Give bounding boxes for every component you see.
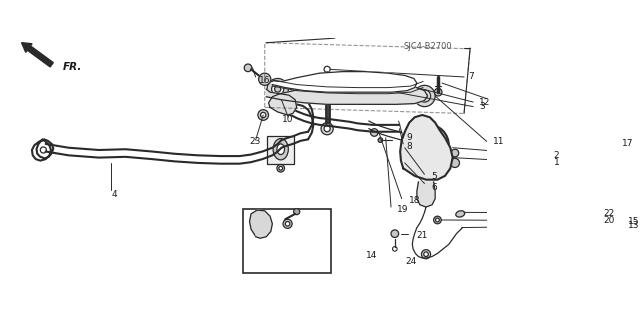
Text: 6: 6 [431, 183, 437, 192]
Text: 9: 9 [406, 133, 412, 142]
Circle shape [434, 216, 441, 224]
Circle shape [412, 130, 443, 161]
Circle shape [381, 75, 395, 89]
Circle shape [391, 230, 399, 237]
Text: SJC4-B2700: SJC4-B2700 [403, 42, 452, 51]
Text: 18: 18 [408, 196, 420, 205]
Text: 4: 4 [111, 190, 116, 199]
Text: 16: 16 [259, 76, 270, 85]
Text: 15: 15 [628, 217, 640, 226]
Circle shape [451, 158, 460, 167]
Circle shape [384, 88, 392, 96]
Circle shape [278, 99, 287, 108]
Circle shape [267, 78, 289, 100]
Text: 19: 19 [397, 205, 408, 214]
Circle shape [422, 250, 431, 259]
Circle shape [371, 129, 378, 136]
Text: 7: 7 [468, 72, 474, 81]
Polygon shape [400, 115, 452, 180]
Ellipse shape [456, 211, 465, 217]
Circle shape [260, 112, 266, 118]
Text: 20: 20 [604, 216, 614, 225]
Polygon shape [417, 182, 435, 207]
Circle shape [285, 221, 290, 226]
Text: 12: 12 [479, 98, 491, 107]
Circle shape [422, 93, 428, 99]
Text: 5: 5 [431, 172, 437, 181]
Text: 13: 13 [628, 221, 640, 230]
Circle shape [378, 138, 383, 142]
Polygon shape [266, 83, 428, 104]
Circle shape [324, 84, 330, 90]
Circle shape [275, 86, 281, 92]
Ellipse shape [273, 138, 289, 160]
Ellipse shape [277, 144, 285, 154]
Circle shape [436, 218, 439, 222]
Text: 2: 2 [554, 151, 559, 160]
Text: FR.: FR. [62, 62, 82, 72]
Circle shape [244, 64, 252, 72]
Text: 1: 1 [554, 159, 559, 167]
Circle shape [435, 88, 442, 96]
FancyArrow shape [22, 43, 53, 67]
Circle shape [406, 124, 449, 167]
Text: 11: 11 [493, 137, 504, 146]
Bar [267, 136, 294, 165]
Text: 22: 22 [604, 209, 614, 218]
Circle shape [324, 126, 330, 132]
Polygon shape [271, 72, 417, 92]
Circle shape [380, 85, 396, 100]
Polygon shape [250, 210, 273, 238]
Text: 21: 21 [416, 231, 428, 240]
Text: 8: 8 [406, 142, 412, 151]
Circle shape [424, 252, 428, 256]
Text: 3: 3 [479, 102, 485, 111]
Circle shape [258, 110, 269, 120]
Text: 23: 23 [250, 137, 261, 146]
Text: 14: 14 [366, 251, 378, 260]
Circle shape [259, 73, 271, 85]
Circle shape [279, 166, 283, 170]
Circle shape [321, 122, 333, 135]
Text: 17: 17 [622, 139, 634, 148]
Circle shape [385, 79, 391, 85]
Circle shape [451, 149, 459, 157]
Polygon shape [269, 94, 297, 115]
Circle shape [294, 209, 300, 215]
Bar [243, 209, 331, 273]
Text: 24: 24 [406, 256, 417, 265]
Circle shape [271, 83, 284, 95]
Circle shape [420, 138, 435, 153]
Circle shape [419, 90, 431, 102]
Circle shape [414, 85, 435, 107]
Circle shape [283, 219, 292, 228]
Circle shape [321, 81, 333, 93]
Circle shape [253, 222, 261, 230]
Circle shape [277, 165, 285, 172]
Text: 10: 10 [282, 115, 294, 124]
